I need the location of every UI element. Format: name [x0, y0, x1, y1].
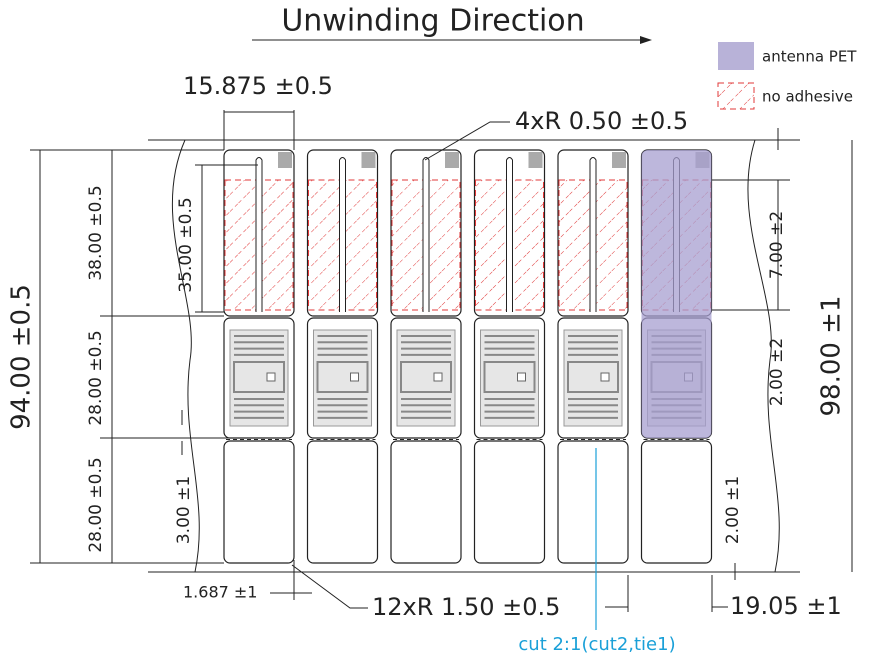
tab: [278, 152, 292, 168]
dim-label: 7.00 ±2: [767, 211, 787, 279]
tab: [445, 152, 459, 168]
antenna: [396, 329, 456, 427]
antenna: [480, 329, 539, 427]
chip-loop: [567, 361, 619, 393]
label-bottom: [473, 440, 546, 564]
dim-label: 3.00 ±1: [174, 476, 194, 544]
antenna: [229, 329, 289, 427]
slot: [339, 157, 346, 312]
dim-label: 19.05 ±1: [730, 592, 842, 620]
slot: [506, 157, 513, 312]
dim-label: 1.687 ±1: [183, 583, 257, 602]
label-bottom: [306, 440, 379, 564]
chip: [266, 372, 276, 382]
dim-label: 28.00 ±0.5: [86, 457, 106, 552]
tab: [528, 152, 543, 168]
tab: [612, 152, 626, 168]
label-bottom: [557, 440, 629, 564]
labels: [223, 149, 713, 564]
label-bottom: [640, 440, 713, 564]
label-bottom: [390, 440, 462, 564]
dim-label: 4xR 0.50 ±0.5: [515, 107, 688, 135]
chip-loop: [483, 361, 536, 393]
cut-label: cut 2:1(cut2,tie1): [518, 634, 675, 655]
dim-label: 38.00 ±0.5: [86, 185, 106, 280]
chip: [433, 372, 443, 382]
label-bottom: [223, 440, 295, 564]
dim-label: 12xR 1.50 ±0.5: [372, 593, 560, 621]
arrow-head: [640, 36, 652, 44]
antenna: [563, 329, 623, 427]
chip-loop: [233, 361, 285, 393]
slot: [589, 157, 597, 312]
dim-label: 35.00 ±0.5: [176, 197, 196, 292]
title: Unwinding Direction: [281, 4, 584, 39]
antenna: [313, 329, 372, 427]
slot: [255, 157, 263, 312]
chip-loop: [400, 361, 452, 393]
chip: [600, 372, 610, 382]
break-line: [747, 139, 780, 573]
dim-label: 94.00 ±0.5: [7, 284, 37, 430]
chip-loop: [316, 361, 369, 393]
dim-label: 98.00 ±1: [817, 295, 847, 416]
leader: [291, 564, 368, 609]
legend-label: no adhesive: [762, 88, 853, 106]
dim-label: 15.875 ±0.5: [183, 72, 333, 100]
dim-label: 28.00 ±0.5: [86, 330, 106, 425]
chip: [517, 372, 526, 382]
dim-label: 2.00 ±1: [723, 476, 743, 544]
legend-swatch: [717, 82, 755, 110]
legend-swatch: [718, 42, 754, 70]
leader: [424, 121, 510, 161]
chip: [350, 372, 359, 382]
antenna-pet: [641, 150, 712, 438]
legend-label: antenna PET: [762, 48, 857, 66]
break-line: [171, 139, 200, 573]
dim-label: 2.00 ±2: [767, 338, 787, 406]
slot: [422, 157, 430, 312]
tab: [361, 152, 376, 168]
